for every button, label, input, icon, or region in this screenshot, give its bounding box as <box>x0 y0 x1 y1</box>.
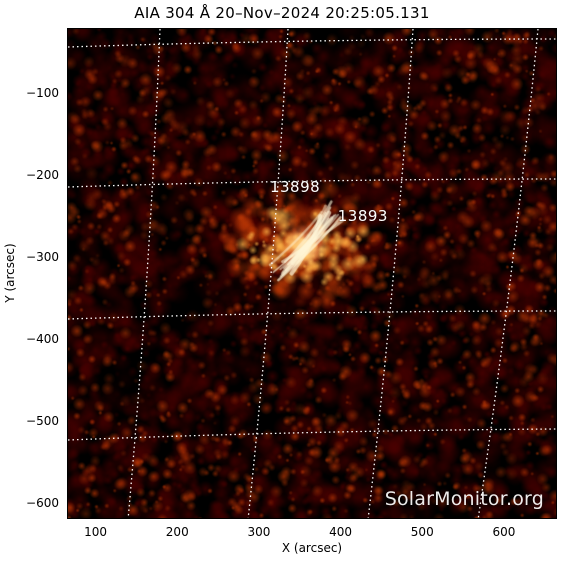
y-tick-label: −200 <box>26 168 59 183</box>
y-tick-label: −100 <box>26 86 59 101</box>
x-tick-label: 400 <box>329 525 353 539</box>
solar-image-panel: 13898 13893 SolarMonitor.org <box>67 28 557 519</box>
x-tick-label: 500 <box>410 525 434 539</box>
x-tick-label: 200 <box>165 525 189 539</box>
x-tick-label: 100 <box>84 525 108 539</box>
y-axis-label: Y (arcsec) <box>3 243 17 303</box>
y-tick-label: −500 <box>26 413 59 428</box>
active-region-label: 13893 <box>337 206 388 225</box>
y-tick-label: −600 <box>26 495 59 510</box>
sun-emission-image <box>68 29 556 518</box>
y-tick-label: −400 <box>26 331 59 346</box>
active-region-label: 13898 <box>269 178 321 197</box>
x-axis-label: X (arcsec) <box>281 541 343 555</box>
x-tick-label: 600 <box>492 525 516 539</box>
watermark: SolarMonitor.org <box>384 488 544 510</box>
page-title: AIA 304 Å 20–Nov–2024 20:25:05.131 <box>134 4 430 22</box>
y-tick-label: −300 <box>26 250 59 265</box>
x-tick-label: 300 <box>247 525 271 539</box>
